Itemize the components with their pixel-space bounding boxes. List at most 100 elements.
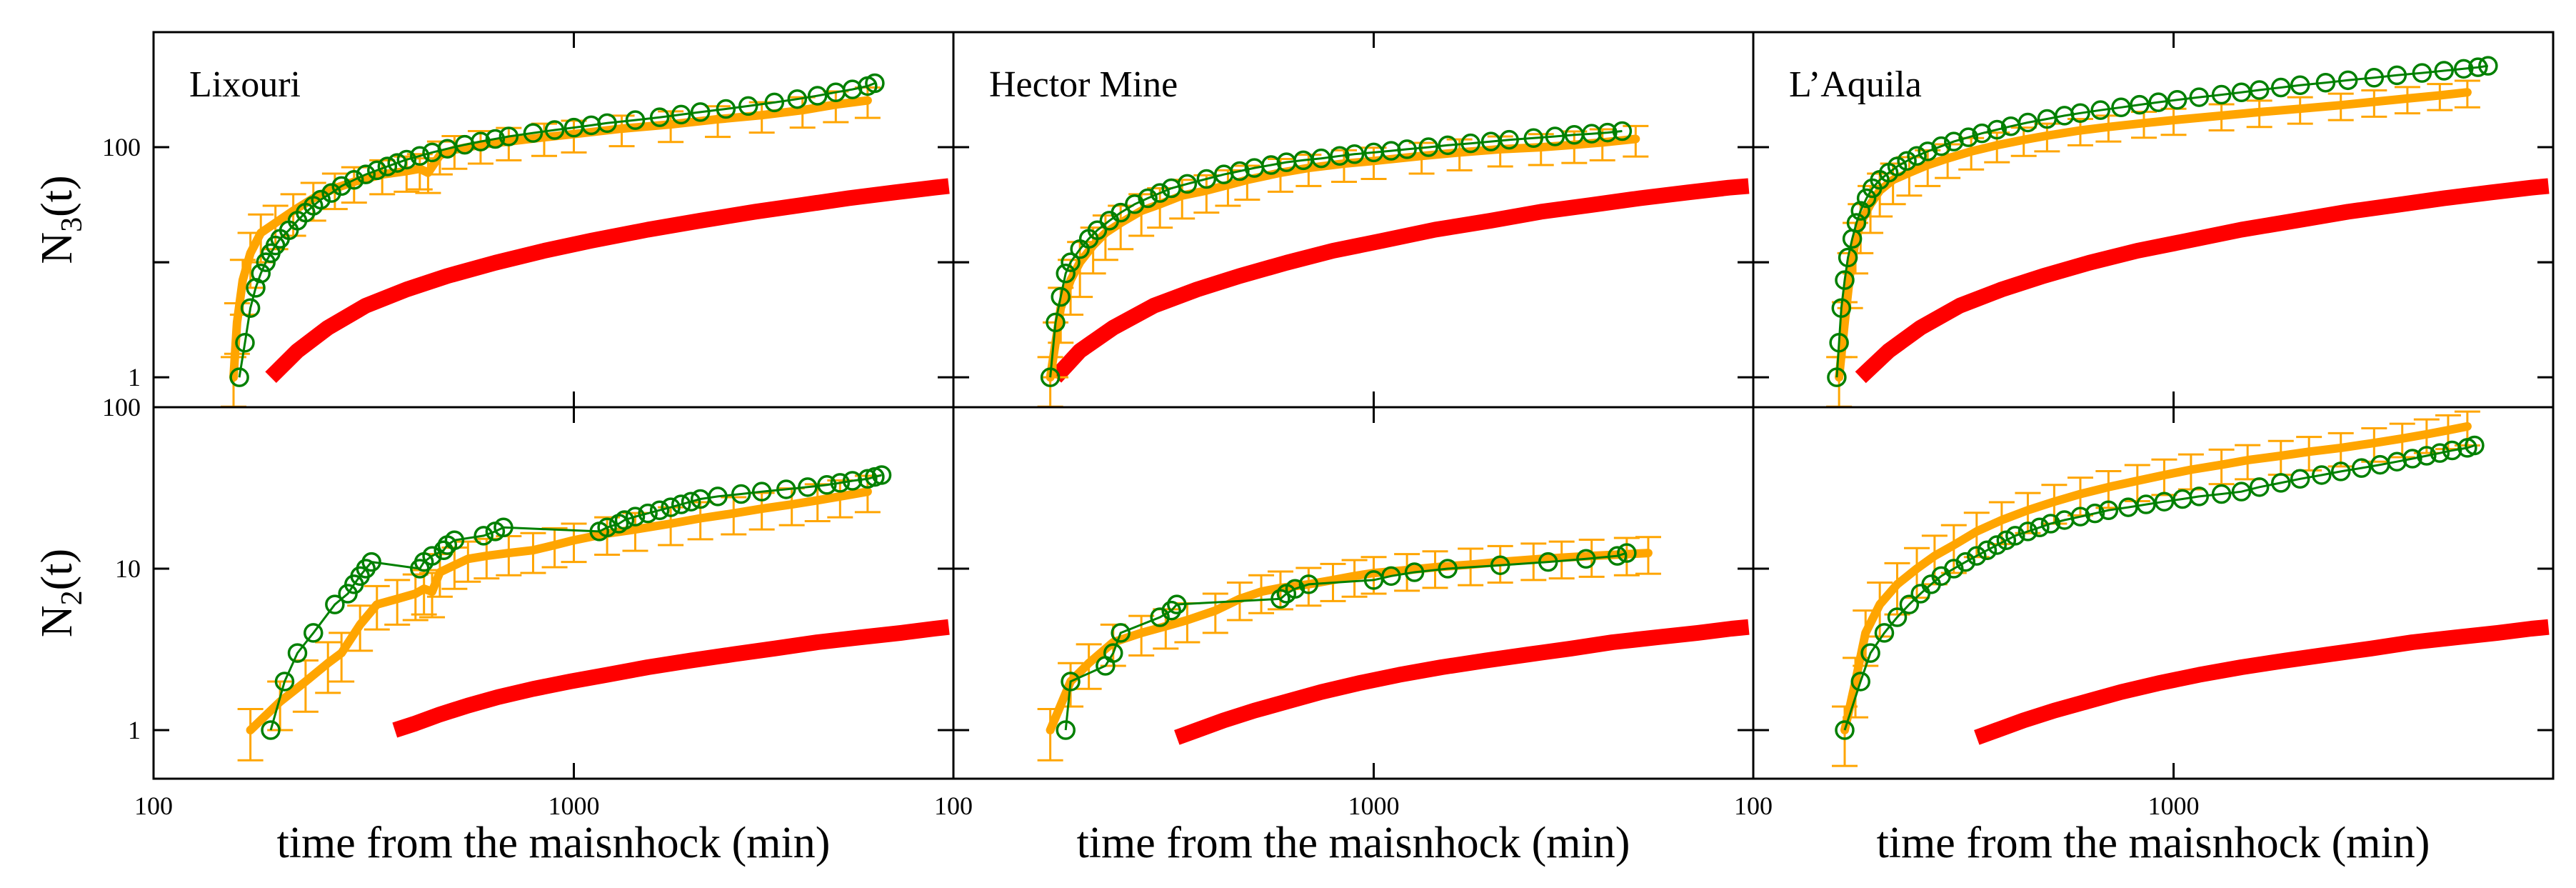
catalog-point <box>817 475 837 495</box>
model-curve <box>1974 619 2550 745</box>
catalog-point <box>1576 549 1596 569</box>
catalog-point <box>2351 458 2372 478</box>
panel-title: L’Aquila <box>1789 64 1922 105</box>
catalog-point <box>498 126 519 146</box>
catalog-point <box>2270 473 2291 493</box>
axis-frame <box>1752 406 2555 780</box>
catalog-point <box>1381 566 1401 587</box>
catalog-point <box>356 559 376 579</box>
catalog-line <box>269 474 882 731</box>
catalog-point <box>2387 65 2407 86</box>
catalog-point <box>1987 119 2007 140</box>
catalog-point <box>649 107 670 127</box>
catalog-point <box>422 546 442 566</box>
catalog-point <box>2005 526 2025 546</box>
catalog-point <box>731 484 751 504</box>
catalog-point <box>614 510 635 530</box>
catalog-point <box>661 497 681 517</box>
catalog-point <box>2290 469 2310 489</box>
catalog-point <box>2148 92 2168 112</box>
catalog-point <box>240 298 261 318</box>
catalog-point <box>2290 75 2310 95</box>
catalog-line <box>238 82 876 378</box>
y-tick-label: 1 <box>128 716 141 744</box>
catalog-point <box>2249 80 2270 100</box>
catalog-point <box>2167 90 2187 110</box>
catalog-point <box>1056 263 1076 284</box>
catalog-point <box>361 552 381 572</box>
catalog-point <box>681 492 701 512</box>
catalog-point <box>2453 59 2474 79</box>
catalog-point <box>256 252 276 272</box>
catalog-point <box>2249 477 2270 497</box>
catalog-point <box>1230 161 1250 181</box>
catalog-point <box>1931 136 1951 156</box>
catalog-point <box>1897 151 1917 171</box>
catalog-point <box>2330 462 2351 482</box>
simulation-line <box>1835 88 2472 382</box>
simulation-line <box>1046 549 1653 734</box>
catalog-point <box>597 113 617 134</box>
catalog-point <box>2412 63 2432 83</box>
y-axis-title: N3(t) <box>33 175 89 264</box>
x-axis-title: time from the maisnhock (min) <box>1077 819 1630 867</box>
catalog-point <box>1438 559 1458 579</box>
catalog-point <box>1056 720 1076 740</box>
x-tick-label: 100 <box>134 792 173 820</box>
catalog-point <box>1167 594 1187 614</box>
x-axis-title: time from the maisnhock (min) <box>277 819 831 867</box>
catalog-point <box>523 123 543 143</box>
model-curve <box>1049 178 1750 383</box>
catalog-point <box>304 623 324 643</box>
catalog-point <box>1111 202 1131 223</box>
catalog-point <box>1607 546 1628 566</box>
catalog-point <box>287 643 308 663</box>
catalog-point <box>1617 543 1637 563</box>
catalog-point <box>2417 446 2437 466</box>
catalog-point <box>1311 148 1331 169</box>
catalog-point <box>2085 503 2105 524</box>
catalog-point <box>716 99 736 119</box>
catalog-line <box>1843 444 2475 731</box>
catalog-point <box>1850 672 1870 692</box>
catalog-point <box>1490 555 1510 575</box>
catalog-point <box>274 672 295 692</box>
catalog-point <box>1150 607 1170 627</box>
catalog-point <box>1887 156 1908 176</box>
catalog-point <box>2434 61 2454 81</box>
catalog-point <box>1480 131 1501 151</box>
catalog-point <box>1061 252 1081 272</box>
catalog-point <box>798 477 818 497</box>
catalog-point <box>764 92 785 113</box>
catalog-point <box>2442 440 2462 461</box>
x-tick-label: 100 <box>934 792 973 820</box>
catalog-point <box>387 153 407 173</box>
catalog-point <box>649 500 670 520</box>
catalog-point <box>410 146 430 166</box>
catalog-point <box>1087 220 1108 240</box>
catalog-point <box>1330 146 1350 166</box>
simulation-line <box>246 487 872 734</box>
catalog-point <box>321 183 341 203</box>
y-axis-title: N2(t) <box>33 549 89 637</box>
catalog-point <box>2070 507 2090 527</box>
catalog-point <box>1046 312 1066 333</box>
catalog-point <box>690 102 711 122</box>
catalog-point <box>671 104 691 125</box>
catalog-point <box>2312 465 2332 485</box>
catalog-point <box>807 86 828 106</box>
catalog-point <box>2211 484 2232 504</box>
catalog-point <box>1899 594 1920 614</box>
catalog-point <box>871 465 892 485</box>
catalog-point <box>830 473 851 493</box>
plot-area <box>1831 410 2550 767</box>
catalog-point <box>2402 449 2422 469</box>
model-curve <box>1174 619 1750 745</box>
catalog-point <box>1397 139 1417 159</box>
catalog-point <box>2130 94 2150 115</box>
catalog-point <box>311 189 331 210</box>
catalog-point <box>1831 298 1852 318</box>
catalog-point <box>367 160 387 181</box>
